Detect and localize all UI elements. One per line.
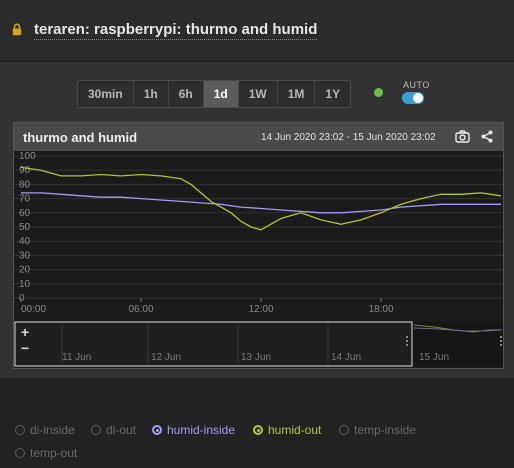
range-navigator[interactable]: 11 Jun 12 Jun 13 Jun 14 Jun 15 Jun +− <box>14 321 503 367</box>
page-header: teraren: raspberrypi: thurmo and humid <box>0 0 514 62</box>
chart-header: thurmo and humid 14 Jun 2020 23:02 - 15 … <box>14 123 503 151</box>
range-button-1m[interactable]: 1M <box>278 81 316 107</box>
series-line-humid-inside <box>21 192 501 214</box>
legend-radio-icon <box>15 425 25 435</box>
share-icon[interactable] <box>481 130 493 143</box>
zoom-in-button[interactable]: + <box>21 324 29 340</box>
camera-icon[interactable] <box>455 130 470 143</box>
y-tick-label: 30 <box>19 250 31 261</box>
chart-grid <box>14 155 503 299</box>
x-tick-label: 00:00 <box>21 304 46 315</box>
navigator-handle-left-icon[interactable] <box>406 336 408 346</box>
x-tick-label: 06:00 <box>128 304 153 315</box>
y-tick-label: 60 <box>19 208 31 219</box>
y-tick-label: 100 <box>19 152 36 162</box>
legend-item-temp-inside[interactable]: temp-inside <box>339 423 416 437</box>
range-button-1d[interactable]: 1d <box>203 81 239 107</box>
legend-radio-icon <box>253 425 263 435</box>
legend-item-temp-out[interactable]: temp-out <box>15 446 77 460</box>
range-button-1y[interactable]: 1Y <box>325 87 341 101</box>
y-tick-label: 90 <box>19 165 31 176</box>
legend-radio-icon <box>152 425 162 435</box>
range-button-6h[interactable]: 6h <box>169 81 204 107</box>
zoom-out-button[interactable]: − <box>21 340 29 356</box>
x-tick-label: 18:00 <box>368 304 393 315</box>
x-tick-label: 12:00 <box>248 304 273 315</box>
navigator-date-label: 11 Jun <box>62 352 91 363</box>
legend-label: humid-inside <box>167 423 236 437</box>
navigator-handle-right-icon[interactable] <box>500 336 502 346</box>
chart-date-range: 14 Jun 2020 23:02 - 15 Jun 2020 23:02 <box>261 132 436 143</box>
toggle-knob <box>413 93 423 103</box>
y-axis-ticks: 0 10 20 30 40 50 60 70 80 90 100 <box>19 152 36 304</box>
legend-radio-icon <box>91 425 101 435</box>
y-tick-label: 0 <box>19 293 25 304</box>
y-tick-label: 40 <box>19 236 31 247</box>
line-chart[interactable]: 0 10 20 30 40 50 60 70 80 90 100 00:00 06:00 12:00 18… <box>14 152 503 368</box>
legend-item-di-out[interactable]: di-out <box>91 423 136 437</box>
navigator-date-label: 15 Jun <box>419 352 449 363</box>
chart-card: thurmo and humid 14 Jun 2020 23:02 - 15 … <box>13 122 504 369</box>
legend-label: di-out <box>106 423 137 437</box>
navigator-preview-humid-inside <box>413 327 503 332</box>
auto-refresh-toggle[interactable] <box>402 92 424 104</box>
legend-label: humid-out <box>268 423 322 437</box>
legend-item-di-inside[interactable]: di-inside <box>15 423 75 437</box>
y-tick-label: 10 <box>19 279 31 290</box>
legend-radio-icon <box>15 448 25 458</box>
series-legend: di-inside di-out humid-inside humid-out temp… <box>0 380 514 468</box>
chart-title: thurmo and humid <box>23 130 138 145</box>
range-button-1w[interactable]: 1W <box>239 81 278 107</box>
legend-label: temp-inside <box>354 423 417 437</box>
time-range-selector: 30min 1h 6h 1d 1W 1M 1Y <box>77 80 352 108</box>
legend-item-humid-inside[interactable]: humid-inside <box>152 423 235 437</box>
y-tick-label: 70 <box>19 194 31 205</box>
navigator-date-label: 14 Jun <box>331 352 361 363</box>
range-button-30min[interactable]: 30min <box>78 81 134 107</box>
lock-icon <box>12 23 22 36</box>
range-button-1h[interactable]: 1h <box>134 81 169 107</box>
legend-label: temp-out <box>30 446 78 460</box>
series-line-humid-out <box>20 166 502 231</box>
status-indicator <box>374 88 383 97</box>
navigator-date-label: 13 Jun <box>241 352 271 363</box>
chart-series <box>20 166 502 231</box>
x-axis-ticks: 00:00 06:00 12:00 18:00 <box>20 298 394 315</box>
y-tick-label: 50 <box>19 222 31 233</box>
y-tick-label: 80 <box>19 179 31 190</box>
legend-label: di-inside <box>30 423 75 437</box>
legend-radio-icon <box>339 425 349 435</box>
legend-item-humid-out[interactable]: humid-out <box>253 423 321 437</box>
y-tick-label: 20 <box>19 265 31 276</box>
navigator-date-label: 12 Jun <box>151 352 181 363</box>
page-title[interactable]: teraren: raspberrypi: thurmo and humid <box>34 21 318 40</box>
navigator-window[interactable] <box>14 321 413 367</box>
auto-refresh-label: AUTO <box>403 80 430 90</box>
